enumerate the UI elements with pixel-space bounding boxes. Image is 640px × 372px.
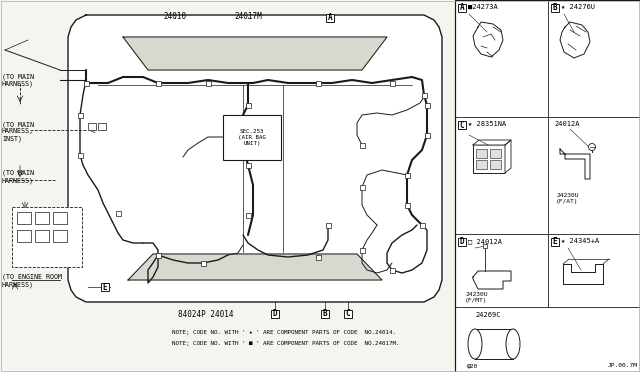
Text: SEC.253
(AIR BAG
UNIT): SEC.253 (AIR BAG UNIT) [238, 129, 266, 146]
Text: E: E [553, 237, 557, 247]
Bar [156, 253, 161, 257]
Bar [17, 230, 31, 242]
Bar [98, 123, 106, 130]
Bar [390, 80, 394, 86]
Bar [205, 80, 211, 86]
Bar [360, 185, 365, 189]
Bar [35, 230, 49, 242]
Bar [404, 202, 410, 208]
Bar [156, 80, 161, 86]
Text: 24010: 24010 [163, 12, 187, 21]
Bar [458, 121, 466, 129]
Bar [424, 132, 429, 138]
Polygon shape [505, 140, 511, 173]
Bar [490, 149, 501, 158]
Bar [326, 14, 334, 22]
Bar [246, 212, 250, 218]
Text: (TO MAIN
HARNESS,
INST): (TO MAIN HARNESS, INST) [2, 121, 34, 142]
Text: ★ 28351NA: ★ 28351NA [468, 121, 506, 127]
Bar [12, 207, 82, 267]
Text: 24230U
(F/MT): 24230U (F/MT) [465, 292, 488, 303]
Text: 24017M: 24017M [234, 12, 262, 21]
Bar [271, 310, 279, 318]
Polygon shape [560, 149, 590, 179]
Bar [326, 222, 330, 228]
Text: C: C [460, 121, 464, 129]
Bar [35, 212, 49, 224]
Polygon shape [473, 140, 511, 145]
Bar [316, 254, 321, 260]
Text: ★ 24276U: ★ 24276U [561, 4, 595, 10]
Bar [404, 173, 410, 177]
Bar [246, 163, 250, 167]
Bar [551, 238, 559, 246]
Text: φ20: φ20 [467, 364, 478, 369]
Text: 24269C: 24269C [475, 312, 500, 318]
Text: NOTE; CODE NO. WITH ' ■ ' ARE COMPONENT PARTS OF CODE  NO.24017M.: NOTE; CODE NO. WITH ' ■ ' ARE COMPONENT … [172, 341, 399, 346]
Polygon shape [473, 271, 511, 289]
Text: A: A [460, 3, 464, 13]
Bar [223, 115, 281, 160]
Bar [419, 222, 424, 228]
Text: (TO ENGINE ROOM
HARNESS): (TO ENGINE ROOM HARNESS) [2, 274, 62, 288]
Bar [101, 283, 109, 291]
Bar [200, 260, 205, 266]
Bar [360, 247, 365, 253]
Bar [88, 123, 96, 130]
Bar [473, 145, 505, 173]
Bar [344, 310, 352, 318]
Bar [458, 4, 466, 12]
Bar [476, 149, 487, 158]
Bar [360, 142, 365, 148]
Bar [476, 160, 487, 169]
Text: NOTE; CODE NO. WITH ' ★ ' ARE COMPONENT PARTS OF CODE  NO.24014.: NOTE; CODE NO. WITH ' ★ ' ARE COMPONENT … [172, 330, 396, 335]
Text: JP.00.7M: JP.00.7M [608, 363, 638, 368]
Ellipse shape [468, 329, 482, 359]
Bar [390, 267, 394, 273]
Circle shape [589, 144, 595, 151]
Text: C: C [346, 310, 350, 318]
Bar [422, 93, 426, 97]
Bar [490, 160, 501, 169]
Bar [17, 212, 31, 224]
Bar [424, 103, 429, 108]
Bar [316, 80, 321, 86]
Ellipse shape [506, 329, 520, 359]
Bar [458, 238, 466, 246]
Polygon shape [68, 15, 442, 302]
Bar [455, 0, 640, 372]
Text: 24230U
(F/AT): 24230U (F/AT) [556, 193, 579, 204]
Text: (TO MAIN
HARNESS): (TO MAIN HARNESS) [2, 73, 34, 87]
Bar [53, 212, 67, 224]
Text: B: B [553, 3, 557, 13]
Text: D: D [273, 310, 277, 318]
Text: □ 24012A: □ 24012A [468, 238, 502, 244]
Bar [551, 4, 559, 12]
Bar [321, 310, 329, 318]
Bar [246, 103, 250, 108]
Polygon shape [123, 37, 387, 70]
Text: 84024P 24014: 84024P 24014 [178, 310, 234, 319]
Text: A: A [328, 13, 332, 22]
Bar [115, 211, 120, 215]
Text: 24012A: 24012A [554, 121, 579, 127]
Text: ★ 24345+A: ★ 24345+A [561, 238, 599, 244]
Bar [77, 112, 83, 118]
Text: (TO MAIN
HARNESS): (TO MAIN HARNESS) [2, 170, 34, 184]
Polygon shape [128, 254, 382, 280]
Text: D: D [460, 237, 464, 247]
Bar [77, 153, 83, 157]
Bar [483, 244, 487, 248]
Text: B: B [323, 310, 327, 318]
Text: ■24273A: ■24273A [468, 4, 498, 10]
Text: E: E [102, 282, 108, 292]
Bar [53, 230, 67, 242]
Bar [83, 80, 88, 86]
